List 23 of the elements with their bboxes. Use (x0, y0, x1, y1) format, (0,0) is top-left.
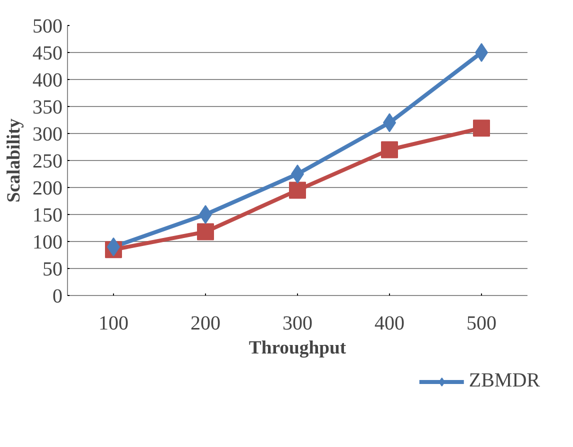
y-tick-label: 150 (32, 204, 62, 226)
y-tick-label: 400 (32, 70, 62, 92)
x-axis-title: Throughput (248, 338, 347, 358)
point (197, 223, 214, 240)
x-tick-label: 100 (98, 312, 128, 334)
legend-label: ZBMDR (468, 370, 540, 392)
y-tick-label: 0 (52, 286, 62, 308)
x-tick-label: 300 (282, 312, 312, 334)
y-tick-label: 50 (42, 258, 62, 280)
point (289, 182, 306, 199)
x-tick-label: 200 (190, 312, 220, 334)
point (381, 141, 398, 158)
y-tick-label: 300 (32, 124, 62, 146)
y-tick-label: 200 (32, 178, 62, 200)
y-tick-label: 450 (32, 42, 62, 64)
y-tick-label: 250 (32, 150, 62, 172)
x-tick-label: 400 (374, 312, 404, 334)
y-axis-title: Scalability (4, 118, 24, 202)
y-tick-label: 350 (32, 96, 62, 118)
y-tick-label: 100 (32, 232, 62, 254)
point (473, 120, 490, 137)
y-tick-label: 500 (32, 16, 62, 38)
x-tick-label: 500 (466, 312, 496, 334)
